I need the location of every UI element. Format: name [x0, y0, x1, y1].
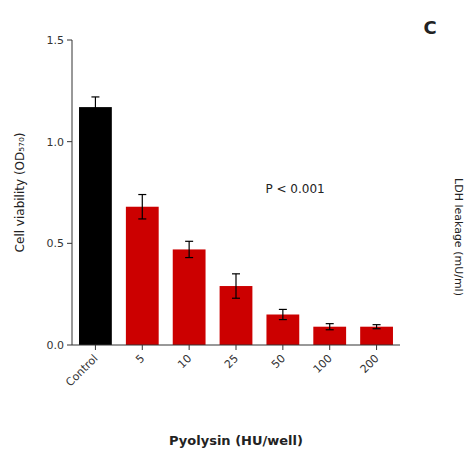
x-tick — [282, 345, 283, 350]
x-tick-label: 25 — [222, 352, 241, 371]
y-tick-label: 1.5 — [47, 34, 65, 47]
error-line — [142, 195, 143, 219]
error-bar — [279, 309, 287, 319]
error-cap — [91, 117, 99, 118]
panel-label: C — [423, 17, 436, 38]
error-bar — [373, 325, 381, 329]
x-tick-label: Control — [63, 352, 100, 389]
bar — [266, 315, 299, 346]
y-axis — [72, 40, 73, 345]
bars — [79, 97, 393, 345]
error-line — [329, 324, 330, 330]
x-tick-label: 10 — [175, 352, 194, 371]
error-bar — [138, 195, 146, 219]
error-cap — [232, 298, 240, 299]
bar — [79, 107, 112, 345]
error-bar — [185, 241, 193, 257]
y-tick — [67, 141, 72, 142]
error-cap — [185, 257, 193, 258]
x-tick-label: 50 — [269, 352, 288, 371]
error-bar — [326, 324, 334, 330]
y-tick — [67, 243, 72, 244]
x-tick — [236, 345, 237, 350]
x-tick — [189, 345, 190, 350]
error-cap — [326, 323, 334, 324]
error-cap — [279, 309, 287, 310]
error-line — [376, 325, 377, 329]
error-line — [189, 241, 190, 257]
x-tick-label: 100 — [311, 352, 335, 376]
error-line — [282, 309, 283, 319]
y-tick — [67, 345, 72, 346]
y-tick — [67, 40, 72, 41]
error-line — [235, 274, 236, 298]
error-cap — [279, 319, 287, 320]
y-tick-label: 0.0 — [47, 339, 65, 352]
chart: 0.0 0.5 1.0 1.5 Control 5 10 25 50 100 200 Pyolysin… — [0, 0, 474, 474]
error-bar — [232, 274, 240, 298]
bar — [126, 207, 159, 345]
x-tick — [376, 345, 377, 350]
x-tick — [142, 345, 143, 350]
error-cap — [326, 329, 334, 330]
error-cap — [373, 324, 381, 325]
side-label: LDH leakage (mU/ml) — [452, 178, 465, 296]
error-cap — [185, 241, 193, 242]
bar — [360, 327, 393, 345]
error-cap — [138, 218, 146, 219]
x-axis-label: Pyolysin (HU/well) — [169, 433, 303, 448]
y-tick-label: 0.5 — [47, 237, 65, 250]
bar — [313, 327, 346, 345]
bar — [173, 249, 206, 345]
error-cap — [91, 96, 99, 97]
annotation: P < 0.001 — [265, 182, 324, 196]
error-cap — [138, 194, 146, 195]
x-tick — [95, 345, 96, 350]
x-tick-label: 5 — [133, 352, 147, 366]
error-line — [95, 97, 96, 117]
error-bar — [91, 97, 99, 117]
error-cap — [373, 328, 381, 329]
y-tick-label: 1.0 — [47, 136, 65, 149]
x-tick — [329, 345, 330, 350]
x-tick-label: 200 — [358, 352, 382, 376]
y-axis-label: Cell viability (OD₅₇₀) — [13, 133, 27, 253]
error-cap — [232, 273, 240, 274]
